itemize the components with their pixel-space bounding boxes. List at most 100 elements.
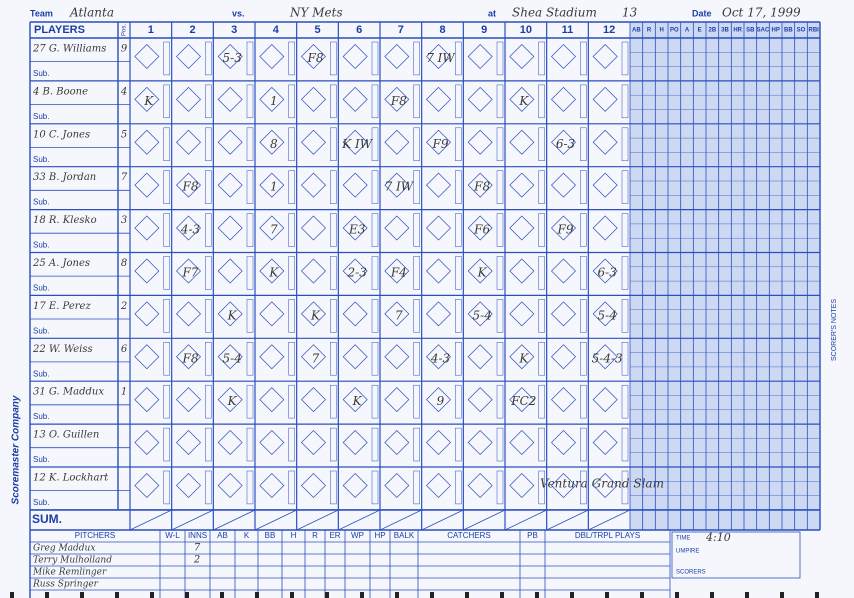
player-pos: 2 xyxy=(120,301,127,312)
count-box xyxy=(496,256,504,290)
inning-label: 7 xyxy=(398,24,404,36)
count-box xyxy=(621,84,629,119)
diamond xyxy=(384,430,410,456)
imprint: Scoremaster Company xyxy=(11,395,22,504)
diamond xyxy=(509,86,535,112)
diamond xyxy=(467,430,493,456)
diamond xyxy=(384,129,410,155)
pitcher-name: Terry Mulholland xyxy=(33,556,112,566)
diamond xyxy=(509,43,535,69)
diamond xyxy=(426,129,451,155)
count-box xyxy=(496,384,504,419)
play: 5-4 xyxy=(473,308,492,322)
play: 8 xyxy=(270,137,278,151)
play: K IW xyxy=(341,137,374,151)
play: 7 IW xyxy=(385,180,415,194)
count-box xyxy=(455,256,462,290)
diamond xyxy=(384,472,410,498)
diamond xyxy=(176,129,201,155)
binder-hole xyxy=(115,592,119,598)
notes-label: SCORER'S NOTES xyxy=(831,299,838,361)
diamond xyxy=(134,258,160,284)
count-box xyxy=(371,256,379,290)
count-box xyxy=(330,470,337,505)
play: 7 IW xyxy=(426,51,456,65)
binder-hole xyxy=(675,592,679,598)
diamond xyxy=(426,86,451,112)
diamond xyxy=(176,43,201,69)
play: K xyxy=(477,265,488,279)
diamond xyxy=(509,344,535,370)
count-box xyxy=(413,256,420,290)
count-box xyxy=(621,299,629,333)
rule xyxy=(296,509,339,531)
stat-label: BB xyxy=(784,28,793,34)
play: K xyxy=(143,94,154,108)
pitcher-name: Greg Maddux xyxy=(33,544,95,554)
stat-label: A xyxy=(685,28,690,34)
count-box xyxy=(371,127,379,161)
count-box xyxy=(580,384,587,419)
binder-hole xyxy=(325,592,329,598)
count-box xyxy=(288,84,295,119)
date-label: Date xyxy=(692,8,712,18)
play: 9 xyxy=(437,394,445,408)
play: 5-4 xyxy=(598,308,617,322)
diamond xyxy=(217,129,243,155)
diamond xyxy=(176,172,201,198)
diamond xyxy=(551,172,576,198)
count-box xyxy=(205,41,212,76)
count-box xyxy=(621,342,629,376)
count-box xyxy=(580,84,587,119)
count-box xyxy=(455,342,462,376)
sub-label: Sub. xyxy=(33,69,49,78)
count-box xyxy=(205,299,212,333)
binder-hole xyxy=(430,592,434,598)
binder-hole xyxy=(605,592,609,598)
count-box xyxy=(246,41,254,76)
count-box xyxy=(538,427,545,462)
diamond xyxy=(467,172,493,198)
count-box xyxy=(413,384,420,419)
count-box xyxy=(621,170,629,204)
play: 7 xyxy=(270,223,278,237)
pitch-header: R xyxy=(312,531,318,540)
diamond xyxy=(301,387,326,413)
diamond xyxy=(217,43,243,69)
stats-shade xyxy=(630,22,820,530)
count-box xyxy=(163,213,170,247)
count-box xyxy=(455,41,462,76)
binder-hole xyxy=(255,592,259,598)
inning-label: 5 xyxy=(314,24,320,36)
diamond xyxy=(551,344,576,370)
binder-hole xyxy=(150,592,154,598)
count-box xyxy=(580,470,587,505)
diamond xyxy=(134,344,160,370)
binder-hole xyxy=(80,592,84,598)
diamond xyxy=(551,86,576,112)
count-box xyxy=(330,342,337,376)
diamond xyxy=(384,301,410,327)
play: 7 xyxy=(395,308,403,322)
inning-label: 1 xyxy=(148,24,154,36)
count-box xyxy=(621,470,629,505)
count-box xyxy=(538,256,545,290)
count-box xyxy=(621,256,629,290)
count-box xyxy=(580,256,587,290)
diamond xyxy=(301,43,326,69)
play: F4 xyxy=(390,265,407,279)
play: K xyxy=(227,308,238,322)
sub-label: Sub. xyxy=(33,455,49,464)
play: F8 xyxy=(307,51,324,65)
count-box xyxy=(621,213,629,247)
player-name: 18 R. Klesko xyxy=(33,215,97,226)
stat-label: 2B xyxy=(708,28,716,34)
diamond xyxy=(176,215,201,241)
sub-label: Sub. xyxy=(33,241,49,250)
count-box xyxy=(371,384,379,419)
play: 5-4-3 xyxy=(592,351,623,365)
binder-hole xyxy=(745,592,749,598)
diamond xyxy=(134,43,160,69)
count-box xyxy=(330,384,337,419)
diamond xyxy=(342,258,368,284)
